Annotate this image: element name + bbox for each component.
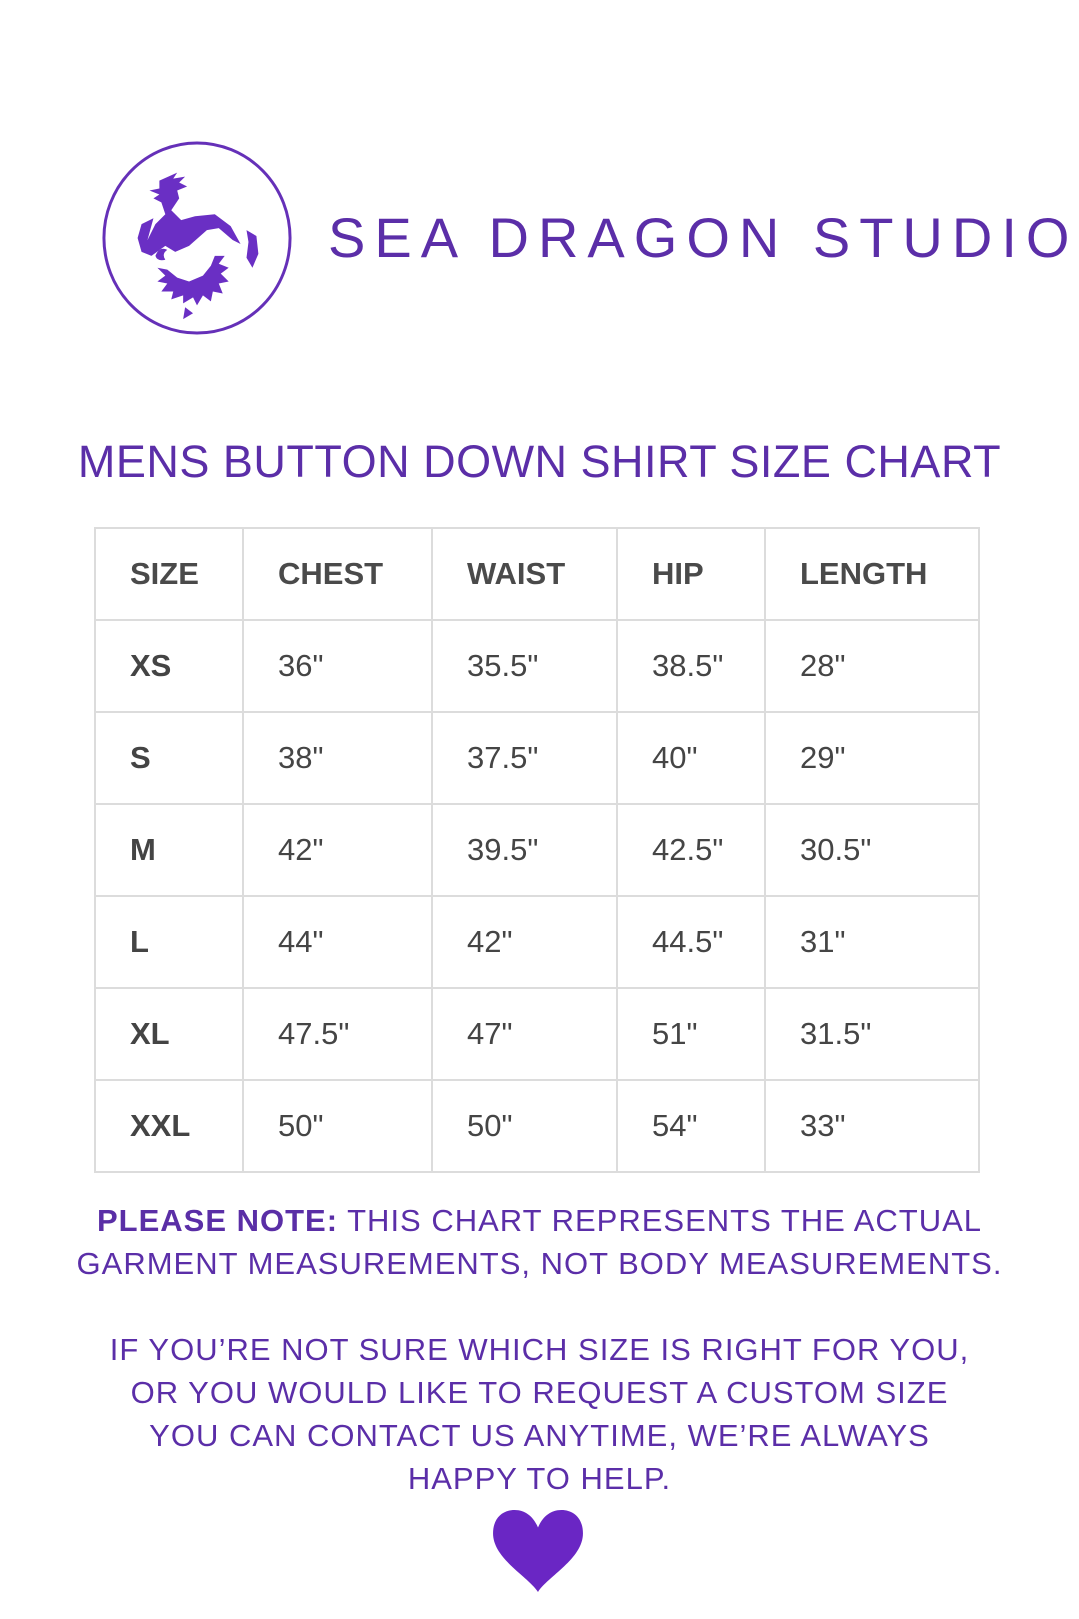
cell-chest: 44": [242, 895, 433, 989]
size-chart-table: SIZE CHEST WAIST HIP LENGTH XS 36" 35.5"…: [94, 527, 980, 1173]
note-text-1: THIS CHART REPRESENTS THE ACTUAL: [338, 1203, 983, 1238]
contact-line-3: YOU CAN CONTACT US ANYTIME, WE’RE ALWAYS: [149, 1418, 930, 1453]
cell-hip: 40": [616, 711, 766, 805]
cell-hip: 54": [616, 1079, 766, 1173]
cell-hip: 42.5": [616, 803, 766, 897]
table-row: M 42" 39.5" 42.5" 30.5": [94, 803, 980, 897]
cell-hip: 51": [616, 987, 766, 1081]
cell-waist: 47": [431, 987, 618, 1081]
cell-chest: 50": [242, 1079, 433, 1173]
cell-length: 29": [764, 711, 980, 805]
cell-length: 31.5": [764, 987, 980, 1081]
cell-size: M: [94, 803, 244, 897]
note-label: PLEASE NOTE:: [96, 1203, 339, 1238]
cell-size: XL: [94, 987, 244, 1081]
cell-chest: 36": [242, 619, 433, 713]
cell-length: 31": [764, 895, 980, 989]
header-length: LENGTH: [764, 527, 980, 621]
contact-line-1: IF YOU’RE NOT SURE WHICH SIZE IS RIGHT F…: [109, 1332, 970, 1367]
sea-dragon-logo: [102, 141, 292, 335]
table-header-row: SIZE CHEST WAIST HIP LENGTH: [94, 527, 980, 621]
header-chest: CHEST: [242, 527, 433, 621]
cell-waist: 39.5": [431, 803, 618, 897]
cell-size: XS: [94, 619, 244, 713]
cell-size: XXL: [94, 1079, 244, 1173]
page-title: MENS BUTTON DOWN SHIRT SIZE CHART: [77, 436, 1002, 487]
cell-waist: 37.5": [431, 711, 618, 805]
table-row: XS 36" 35.5" 38.5" 28": [94, 619, 980, 713]
cell-hip: 44.5": [616, 895, 766, 989]
note-line-1: PLEASE NOTE: THIS CHART REPRESENTS THE A…: [0, 1203, 1079, 1239]
cell-waist: 42": [431, 895, 618, 989]
cell-length: 33": [764, 1079, 980, 1173]
header-size: SIZE: [94, 527, 244, 621]
heart-icon: [493, 1509, 583, 1593]
header-hip: HIP: [616, 527, 766, 621]
table-row: S 38" 37.5" 40" 29": [94, 711, 980, 805]
contact-line-2: OR YOU WOULD LIKE TO REQUEST A CUSTOM SI…: [130, 1375, 949, 1410]
table-row: XXL 50" 50" 54" 33": [94, 1079, 980, 1173]
cell-length: 30.5": [764, 803, 980, 897]
cell-hip: 38.5": [616, 619, 766, 713]
cell-chest: 38": [242, 711, 433, 805]
cell-chest: 42": [242, 803, 433, 897]
cell-size: S: [94, 711, 244, 805]
cell-length: 28": [764, 619, 980, 713]
cell-chest: 47.5": [242, 987, 433, 1081]
cell-waist: 35.5": [431, 619, 618, 713]
contact-line-4: HAPPY TO HELP.: [407, 1461, 672, 1496]
table-row: XL 47.5" 47" 51" 31.5": [94, 987, 980, 1081]
brand-name: SEA DRAGON STUDIO: [328, 206, 1079, 269]
table-row: L 44" 42" 44.5" 31": [94, 895, 980, 989]
header-waist: WAIST: [431, 527, 618, 621]
note-line-2: GARMENT MEASUREMENTS, NOT BODY MEASUREME…: [76, 1246, 1003, 1281]
cell-waist: 50": [431, 1079, 618, 1173]
cell-size: L: [94, 895, 244, 989]
